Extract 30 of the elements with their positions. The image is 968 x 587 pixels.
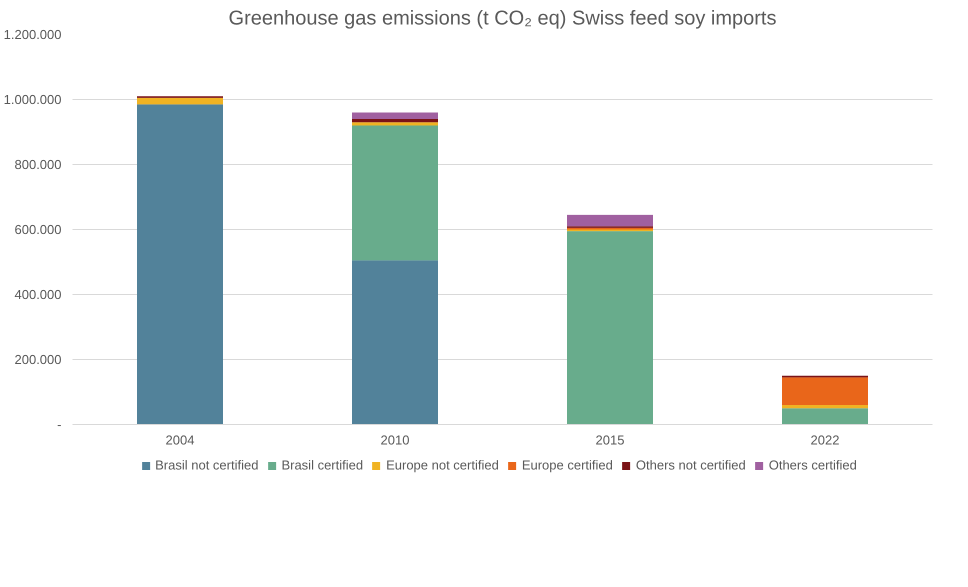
- y-tick-label: -: [57, 417, 62, 432]
- y-tick-label: 1.200.000: [4, 27, 62, 42]
- chart-title: Greenhouse gas emissions (t CO₂ eq) Swiss feed soy imports: [228, 8, 776, 30]
- y-tick-label: 400.000: [14, 287, 62, 302]
- bar: [567, 231, 653, 424]
- bar: [782, 408, 868, 424]
- bar: [782, 405, 868, 408]
- bar: [137, 104, 223, 424]
- bar: [137, 98, 223, 104]
- y-tick-label: 200.000: [14, 352, 62, 367]
- legend-label: Europe certified: [522, 458, 613, 472]
- legend-label: Brasil certified: [281, 458, 364, 472]
- bar: [352, 122, 438, 126]
- bar: [352, 119, 438, 122]
- y-tick-label: 800.000: [14, 157, 62, 172]
- bar: [352, 112, 438, 119]
- x-tick-label: 2022: [810, 432, 840, 448]
- bar: [782, 377, 868, 405]
- bar: [567, 214, 653, 226]
- legend-label: Others certified: [768, 458, 857, 472]
- bar: [352, 260, 438, 424]
- y-tick-label: 600.000: [14, 222, 62, 237]
- y-tick-label: 1.000.000: [4, 92, 62, 107]
- bar: [352, 126, 438, 260]
- legend-label: Others not certified: [636, 458, 746, 472]
- legend-label: Brasil not certified: [155, 458, 258, 472]
- x-tick-label: 2010: [380, 432, 410, 448]
- legend-label: Europe not certified: [386, 458, 499, 472]
- x-tick-label: 2015: [596, 432, 624, 448]
- x-tick-label: 2004: [166, 432, 194, 448]
